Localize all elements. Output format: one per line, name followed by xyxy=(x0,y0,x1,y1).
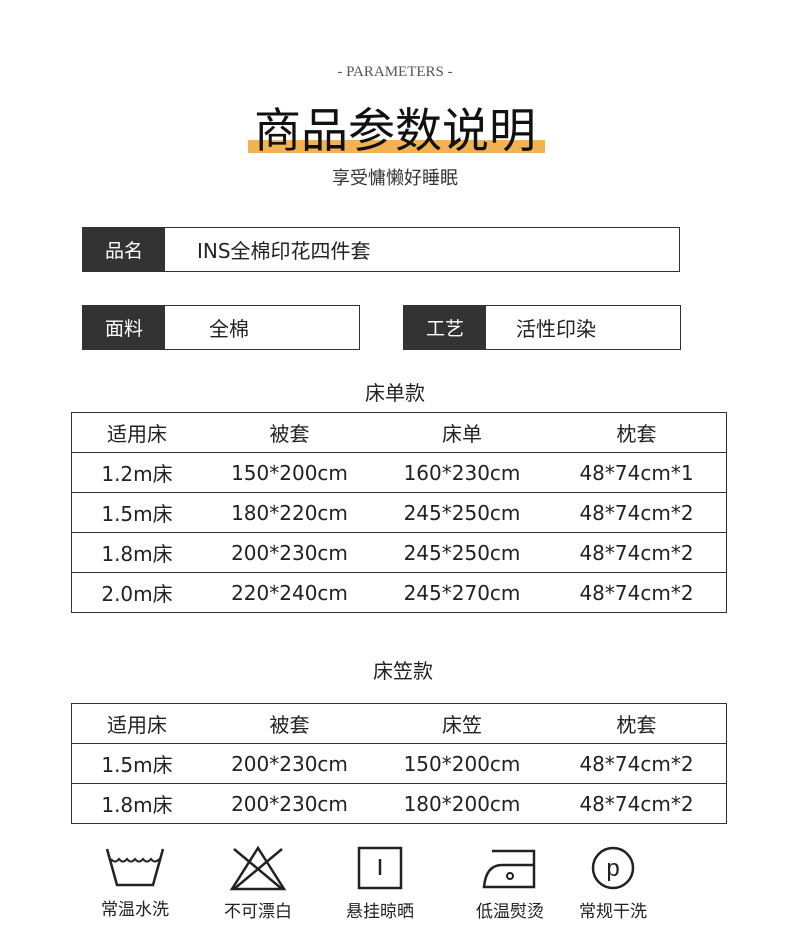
spec-value: 全棉 xyxy=(209,317,249,341)
table-cell: 180*220cm xyxy=(202,492,377,533)
table-cell: 48*74cm*2 xyxy=(579,791,694,816)
table-cell: 48*74cm*2 xyxy=(547,492,727,533)
eyebrow: - PARAMETERS - xyxy=(337,64,453,80)
spec-value: 活性印染 xyxy=(516,317,596,341)
table-cell: 150*200cm xyxy=(202,452,377,493)
table-cell: 1.8m床 xyxy=(71,532,202,573)
table-row: 1.8m床 200*230cm 245*250cm 48*74cm*2 xyxy=(71,532,727,573)
care-label: 常规干洗 xyxy=(579,902,647,922)
table-header-row: 适用床 被套 床笠 枕套 xyxy=(71,703,727,744)
column-header: 被套 xyxy=(202,412,377,453)
care-label: 常温水洗 xyxy=(101,900,169,920)
table-row: 1.5m床 200*230cm 150*200cm 48*74cm*2 xyxy=(71,743,727,784)
table-cell: 2.0m床 xyxy=(101,582,173,606)
slogan: 享受慵懒好睡眠 xyxy=(332,168,458,189)
spec-value: INS全棉印花四件套 xyxy=(197,239,371,263)
column-header: 枕套 xyxy=(547,703,727,744)
table-cell: 220*240cm xyxy=(231,580,348,605)
svg-text:p: p xyxy=(606,855,619,882)
table-row: 1.2m床 150*200cm 160*230cm 48*74cm*1 xyxy=(71,452,727,493)
spec-label: 工艺 xyxy=(404,306,486,349)
table-cell: 200*230cm xyxy=(202,532,377,573)
fitted-size-table: 适用床 被套 床笠 枕套 1.5m床 200*230cm 150*200cm 48*74cm*… xyxy=(71,703,727,824)
sheet-table-caption: 床单款 xyxy=(365,381,425,405)
table-cell: 200*230cm xyxy=(202,743,377,784)
table-row: 2.0m床 220*240cm 245*270cm 48*74cm*2 xyxy=(72,573,727,613)
care-hang: 悬挂晾晒 xyxy=(325,845,435,922)
spec-label: 面料 xyxy=(83,306,165,349)
table-cell: 1.2m床 xyxy=(71,452,202,493)
page-title: 商品参数说明 xyxy=(254,104,536,159)
title-underline xyxy=(248,140,545,153)
care-bleach: 不可漂白 xyxy=(203,845,313,922)
no-bleach-icon xyxy=(229,845,287,891)
table-cell: 245*250cm xyxy=(377,532,547,573)
table-cell: 1.5m床 xyxy=(71,743,202,784)
fitted-table-caption: 床笠款 xyxy=(373,659,433,683)
table-cell: 160*230cm xyxy=(377,452,547,493)
dry-clean-icon: p xyxy=(591,846,635,890)
column-header: 适用床 xyxy=(71,703,202,744)
table-row: 1.8m床 200*230cm 180*200cm 48*74cm*2 xyxy=(72,784,727,824)
wash-normal-temp-icon xyxy=(105,848,165,887)
care-label: 不可漂白 xyxy=(224,902,292,922)
table-cell: 1.5m床 xyxy=(71,492,202,533)
table-cell: 245*250cm xyxy=(377,492,547,533)
sheet-size-table: 适用床 被套 床单 枕套 1.2m床 150*200cm 160*230cm 48*74cm*… xyxy=(71,412,727,613)
spec-label: 品名 xyxy=(83,228,165,271)
care-label: 低温熨烫 xyxy=(476,902,544,922)
table-cell: 245*270cm xyxy=(403,580,521,605)
care-dryclean: p 常规干洗 xyxy=(558,845,668,922)
column-header: 被套 xyxy=(202,703,377,744)
table-header-row: 适用床 被套 床单 枕套 xyxy=(71,412,727,453)
hang-dry-icon xyxy=(357,846,403,890)
spec-name: 品名 INS全棉印花四件套 xyxy=(82,227,680,272)
low-iron-icon xyxy=(482,849,536,889)
care-iron: 低温熨烫 xyxy=(455,845,565,922)
column-header: 床笠 xyxy=(377,703,547,744)
table-cell: 180*200cm xyxy=(403,791,521,816)
column-header: 枕套 xyxy=(547,412,727,453)
table-cell: 150*200cm xyxy=(377,743,547,784)
table-row: 1.5m床 180*220cm 245*250cm 48*74cm*2 xyxy=(71,492,727,533)
table-cell: 48*74cm*2 xyxy=(579,580,694,605)
table-cell: 200*230cm xyxy=(231,791,348,816)
table-cell: 48*74cm*2 xyxy=(547,532,727,573)
column-header: 适用床 xyxy=(71,412,202,453)
care-wash: 常温水洗 xyxy=(80,845,190,920)
spec-craft: 工艺 活性印染 xyxy=(403,305,681,350)
table-cell: 1.8m床 xyxy=(101,793,173,817)
care-label: 悬挂晾晒 xyxy=(346,902,414,922)
table-cell: 48*74cm*1 xyxy=(547,452,727,493)
column-header: 床单 xyxy=(377,412,547,453)
table-cell: 48*74cm*2 xyxy=(547,743,727,784)
spec-fabric: 面料 全棉 xyxy=(82,305,360,350)
